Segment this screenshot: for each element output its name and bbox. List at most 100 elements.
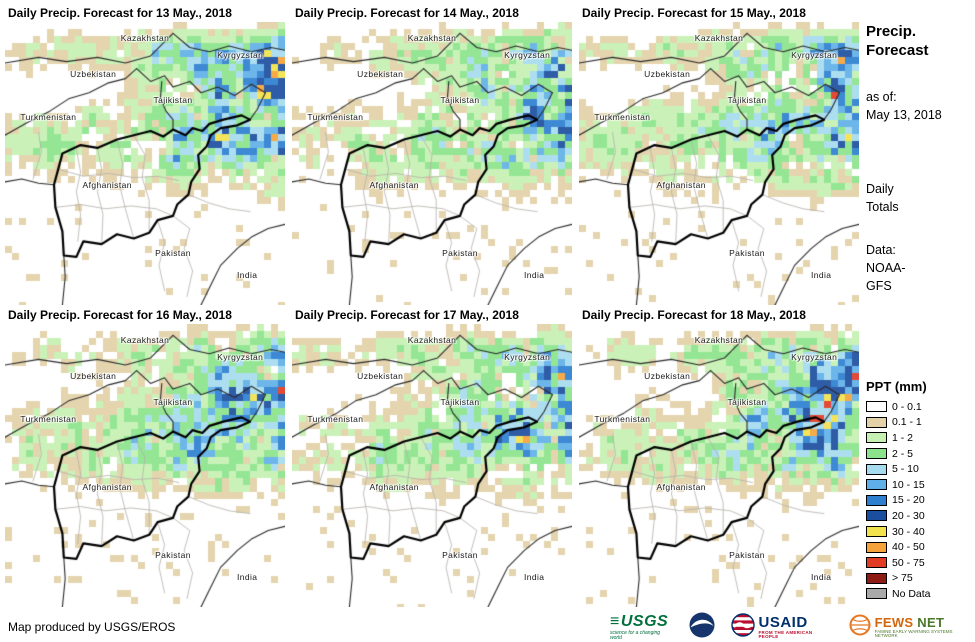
usaid-logo-tagline: FROM THE AMERICAN PEOPLE — [758, 629, 813, 639]
data-source-line2: GFS — [866, 278, 892, 293]
legend-entry: > 75 — [866, 571, 972, 587]
country-label: Uzbekistan — [644, 69, 691, 80]
country-label: India — [236, 572, 258, 583]
country-label: Kyrgyzstan — [504, 351, 551, 362]
country-label: Kyrgyzstan — [217, 49, 264, 60]
country-label: Turkmenistan — [20, 111, 77, 122]
country-label: India — [523, 270, 545, 281]
legend-entry: 40 - 50 — [866, 539, 972, 555]
precip-map-canvas — [292, 22, 572, 305]
legend-swatch — [866, 572, 887, 584]
panel-title: Daily Precip. Forecast for 15 May., 2018 — [582, 6, 806, 20]
country-label: Tajikistan — [153, 396, 193, 407]
legend-swatch — [866, 494, 887, 506]
country-label: Pakistan — [729, 549, 765, 560]
country-label: Kazakhstan — [120, 334, 170, 345]
legend-title: PPT (mm) — [866, 378, 927, 394]
usgs-logo-tagline: science for a changing world — [610, 629, 661, 641]
legend-entry: 30 - 40 — [866, 524, 972, 540]
country-label: Kyrgyzstan — [791, 49, 838, 60]
legend-label: 5 - 10 — [892, 463, 919, 476]
country-label: Kazakhstan — [407, 32, 457, 43]
map-panel: Daily Precip. Forecast for 14 May., 2018… — [289, 4, 576, 306]
country-label: Tajikistan — [727, 94, 767, 105]
as-of-date: May 13, 2018 — [866, 108, 942, 123]
legend-label: 0 - 0.1 — [892, 400, 922, 413]
legend-swatch — [866, 510, 887, 522]
panel-title: Daily Precip. Forecast for 14 May., 2018 — [295, 6, 519, 20]
period-line2: Totals — [866, 200, 899, 215]
country-label: Pakistan — [729, 247, 765, 258]
country-label: Afghanistan — [369, 179, 419, 190]
legend-swatch — [866, 432, 887, 444]
precip-map-canvas — [5, 324, 285, 607]
legend-entry: 0.1 - 1 — [866, 415, 972, 431]
as-of-block: as of: May 13, 2018 — [866, 88, 972, 124]
country-label: Kyrgyzstan — [791, 351, 838, 362]
legend-swatch — [866, 479, 887, 491]
legend-swatch — [866, 416, 887, 428]
legend-swatch — [866, 401, 887, 413]
sidebar: Precip. Forecast as of: May 13, 2018 Dai… — [866, 22, 972, 602]
legend-label: 30 - 40 — [892, 525, 925, 538]
country-label: Kazakhstan — [694, 334, 744, 345]
country-label: Afghanistan — [82, 179, 132, 190]
as-of-label: as of: — [866, 90, 897, 105]
legend-label: 40 - 50 — [892, 541, 925, 554]
panel-title: Daily Precip. Forecast for 16 May., 2018 — [8, 308, 232, 322]
country-label: Tajikistan — [153, 94, 193, 105]
panel-title: Daily Precip. Forecast for 13 May., 2018 — [8, 6, 232, 20]
legend-swatch — [866, 526, 887, 538]
legend-label: 2 - 5 — [892, 447, 914, 460]
country-label: India — [810, 572, 832, 583]
country-label: Tajikistan — [440, 396, 480, 407]
period-line1: Daily — [866, 182, 894, 197]
data-source-label: Data: — [866, 242, 896, 257]
map-panel: Daily Precip. Forecast for 13 May., 2018… — [2, 4, 289, 306]
legend-entry: 2 - 5 — [866, 446, 972, 462]
fewsnet-globe-icon — [849, 614, 871, 641]
country-label: Kazakhstan — [407, 334, 457, 345]
country-label: Uzbekistan — [644, 371, 691, 382]
country-label: Kyrgyzstan — [217, 351, 264, 362]
country-label: Afghanistan — [82, 481, 132, 492]
country-label: Tajikistan — [440, 94, 480, 105]
country-label: Afghanistan — [656, 481, 706, 492]
legend-swatch — [866, 463, 887, 475]
legend-entry: 1 - 2 — [866, 430, 972, 446]
country-label: Pakistan — [442, 247, 478, 258]
legend-label: 20 - 30 — [892, 509, 925, 522]
country-label: Turkmenistan — [20, 413, 77, 424]
country-label: India — [523, 572, 545, 583]
usaid-logo: USAID FROM THE AMERICAN PEOPLE — [730, 612, 833, 642]
usaid-logo-text: USAID — [758, 613, 808, 631]
country-label: Turkmenistan — [594, 111, 651, 122]
country-label: Pakistan — [442, 549, 478, 560]
noaa-seal-icon — [689, 612, 715, 642]
sidebar-title-line1: Precip. — [866, 23, 917, 40]
map-canvas-wrap: Kazakhstan Kyrgyzstan Uzbekistan Tajikistan… — [292, 22, 572, 305]
legend-entries: 0 - 0.1 0.1 - 1 1 - 2 2 - 5 5 - 10 10 - 15 15 … — [866, 399, 972, 602]
precip-map-canvas — [5, 22, 285, 305]
country-label: Kazakhstan — [694, 32, 744, 43]
precip-map-canvas — [579, 22, 859, 305]
country-label: Turkmenistan — [307, 413, 364, 424]
panel-title: Daily Precip. Forecast for 18 May., 2018 — [582, 308, 806, 322]
panel-title: Daily Precip. Forecast for 17 May., 2018 — [295, 308, 519, 322]
sidebar-title: Precip. Forecast — [866, 22, 972, 60]
sidebar-title-line2: Forecast — [866, 42, 929, 60]
footer-logos: USGS science for a changing world — [610, 612, 975, 642]
period-block: Daily Totals — [866, 180, 972, 216]
usgs-logo: USGS science for a changing world — [610, 613, 673, 641]
legend-swatch — [866, 448, 887, 460]
legend-entry: 20 - 30 — [866, 508, 972, 524]
usaid-flag-icon — [730, 612, 755, 642]
legend-swatch — [866, 557, 887, 569]
map-panel: Daily Precip. Forecast for 18 May., 2018… — [576, 306, 863, 608]
legend-label: > 75 — [892, 572, 913, 585]
legend-entry: 0 - 0.1 — [866, 399, 972, 415]
map-panel: Daily Precip. Forecast for 16 May., 2018… — [2, 306, 289, 608]
country-label: India — [236, 270, 258, 281]
fewsnet-logo: FEWS NET FAMINE EARLY WARNING SYSTEMS NE… — [849, 614, 975, 641]
